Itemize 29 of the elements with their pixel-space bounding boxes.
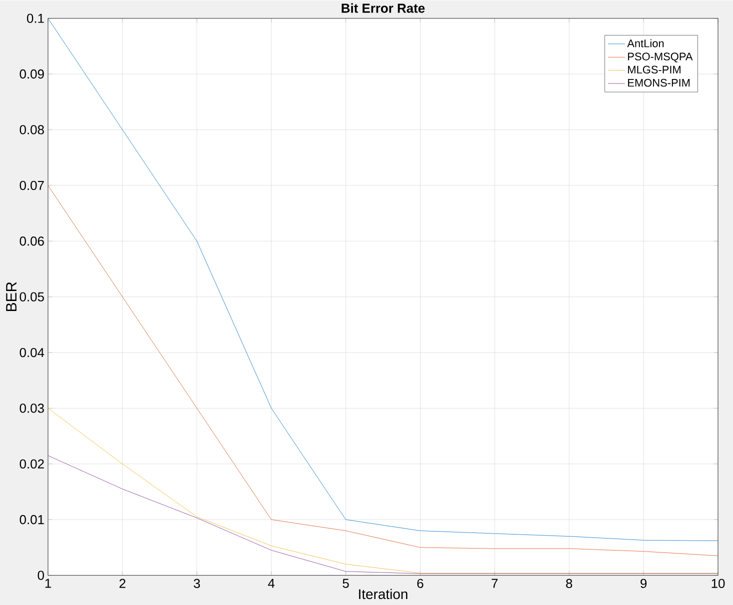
x-tick-label: 2 xyxy=(120,578,126,588)
legend-label: AntLion xyxy=(627,39,664,48)
legend-label: PSO-MSQPA xyxy=(628,52,693,62)
chart-title: Bit Error Rate xyxy=(342,3,425,13)
y-tick-label: 0.04 xyxy=(20,348,44,357)
x-tick-label: 3 xyxy=(194,578,200,588)
x-axis-title: Iteration xyxy=(359,588,408,599)
y-tick-label: 0.05 xyxy=(20,292,44,302)
x-tick-label: 10 xyxy=(712,578,725,588)
x-tick-label: 4 xyxy=(268,578,275,588)
y-tick-label: 0.03 xyxy=(20,403,44,413)
x-tick-label: 5 xyxy=(342,578,349,588)
y-tick-label: 0.02 xyxy=(20,459,44,468)
x-tick-label: 6 xyxy=(417,578,424,588)
y-tick-label: 0 xyxy=(38,570,44,580)
x-tick-label: 8 xyxy=(566,578,572,588)
y-tick-label: 0.1 xyxy=(26,14,44,23)
x-tick-label: 9 xyxy=(640,578,647,588)
x-tick-label: 1 xyxy=(45,578,51,588)
y-tick-label: 0.07 xyxy=(20,180,44,190)
y-tick-label: 0.09 xyxy=(20,69,44,78)
legend-label: EMONS-PIM xyxy=(628,78,690,87)
y-axis-title: BER xyxy=(6,282,16,311)
x-tick-label: 7 xyxy=(492,578,498,588)
legend-label: MLGS-PIM xyxy=(628,66,680,74)
y-tick-label: 0.08 xyxy=(20,124,44,134)
y-tick-label: 0.06 xyxy=(20,236,44,246)
line-series xyxy=(48,185,718,556)
y-tick-label: 0.01 xyxy=(20,514,44,524)
